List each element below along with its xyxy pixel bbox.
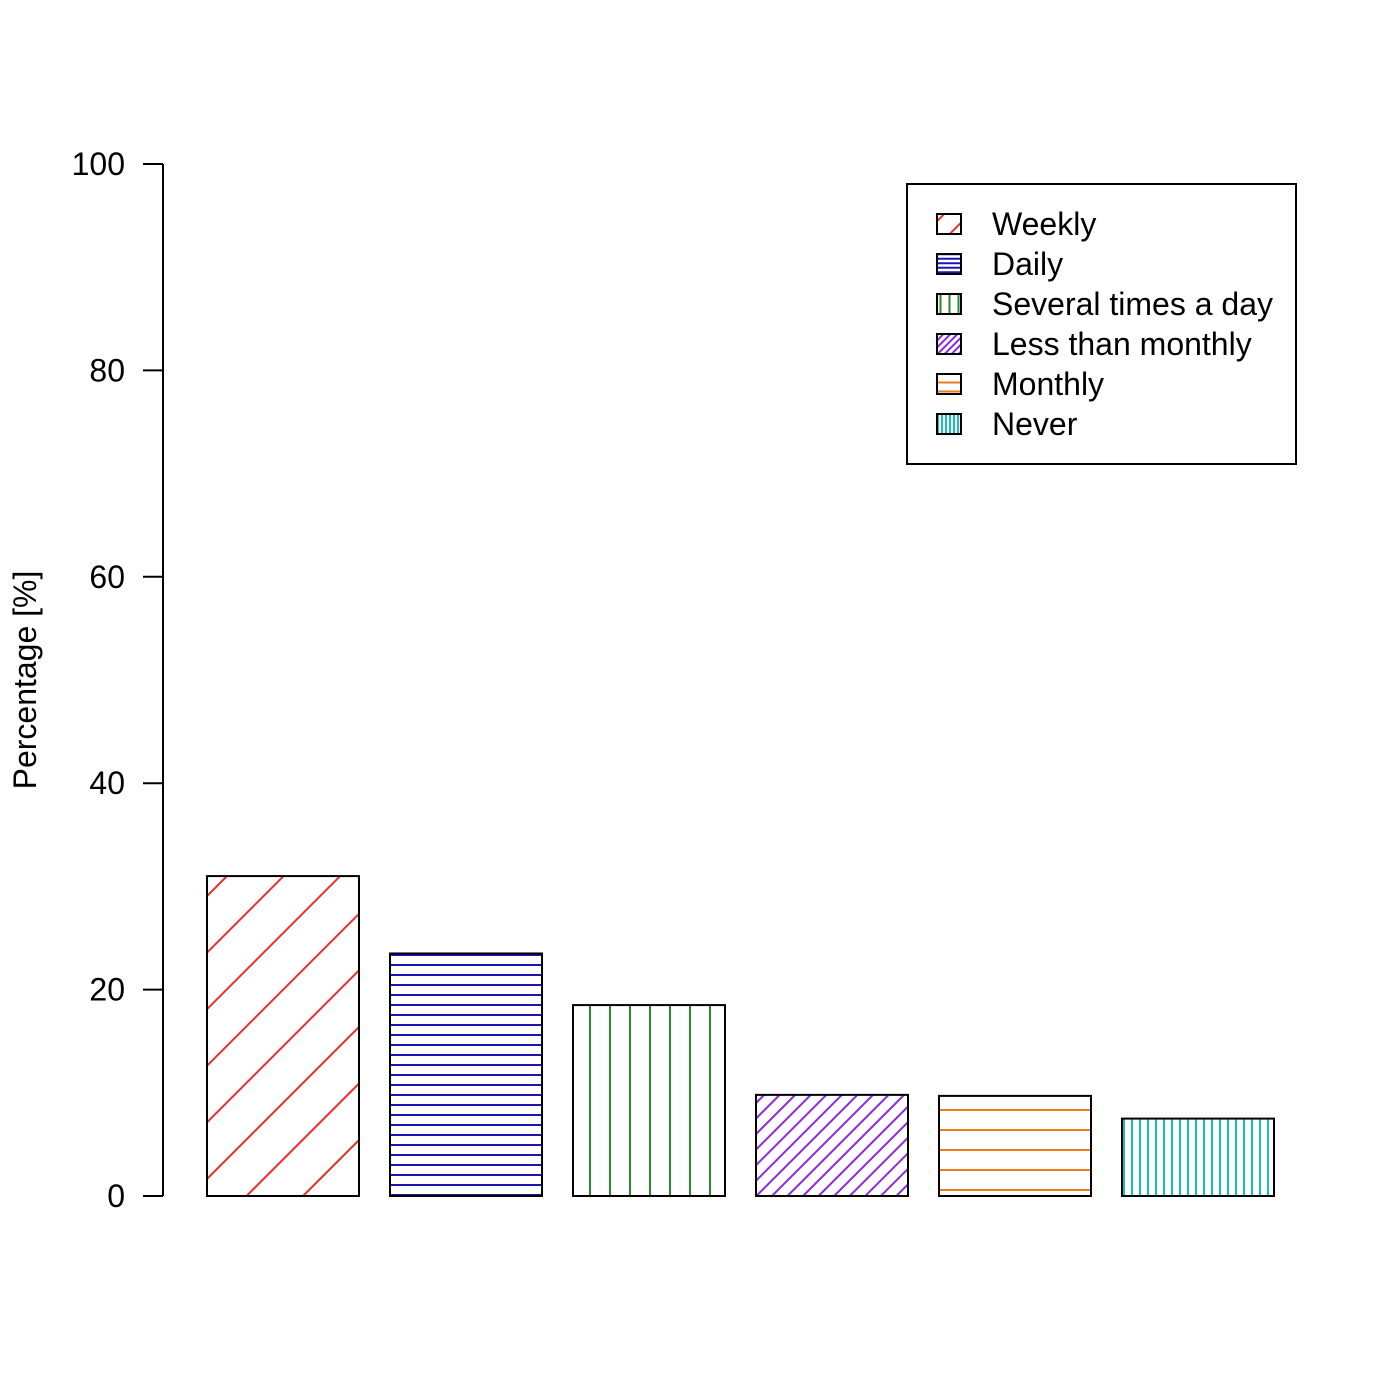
legend-item: Less than monthly xyxy=(936,326,1252,362)
y-tick-label: 0 xyxy=(107,1178,125,1214)
legend-swatch xyxy=(936,333,962,355)
legend-item: Weekly xyxy=(936,206,1096,242)
legend-swatch xyxy=(936,213,962,235)
bars xyxy=(206,875,1275,1198)
y-tick-label: 60 xyxy=(89,559,125,595)
legend-swatch xyxy=(936,253,962,275)
legend-box xyxy=(906,183,1297,465)
legend-label: Monthly xyxy=(992,366,1104,402)
y-tick-label: 80 xyxy=(89,352,125,388)
bar xyxy=(206,875,360,1198)
legend-label: Daily xyxy=(992,246,1063,282)
bar xyxy=(1121,1117,1275,1197)
bar-several-times-a-day xyxy=(572,1004,726,1198)
legend-swatch xyxy=(936,413,962,435)
legend-label: Weekly xyxy=(992,206,1096,242)
bar xyxy=(938,1094,1092,1197)
y-axis: 0 20 40 60 80 100 xyxy=(72,146,164,1214)
bar-less-than-monthly xyxy=(755,1093,909,1198)
y-tick-label: 20 xyxy=(89,972,125,1008)
y-tick-label: 40 xyxy=(89,765,125,801)
legend-item: Daily xyxy=(936,246,1063,282)
bar xyxy=(389,952,543,1197)
legend-item: Several times a day xyxy=(936,286,1273,322)
bar-monthly xyxy=(938,1094,1092,1197)
legend-item: Never xyxy=(936,406,1078,442)
bar-weekly xyxy=(206,875,360,1198)
bar-never xyxy=(1121,1117,1275,1197)
legend-label: Several times a day xyxy=(992,286,1273,322)
legend-swatch xyxy=(936,373,962,395)
y-axis-label: Percentage [%] xyxy=(7,571,43,790)
legend-item: Monthly xyxy=(936,366,1104,402)
bar-daily xyxy=(389,952,543,1197)
y-tick-label: 100 xyxy=(72,146,125,182)
bar xyxy=(755,1093,909,1198)
legend-label: Never xyxy=(992,406,1078,442)
legend-label: Less than monthly xyxy=(992,326,1252,362)
legend-swatch xyxy=(936,293,962,315)
legend: Weekly Daily Several times a day Less than … xyxy=(906,183,1297,465)
bar xyxy=(572,1004,726,1198)
